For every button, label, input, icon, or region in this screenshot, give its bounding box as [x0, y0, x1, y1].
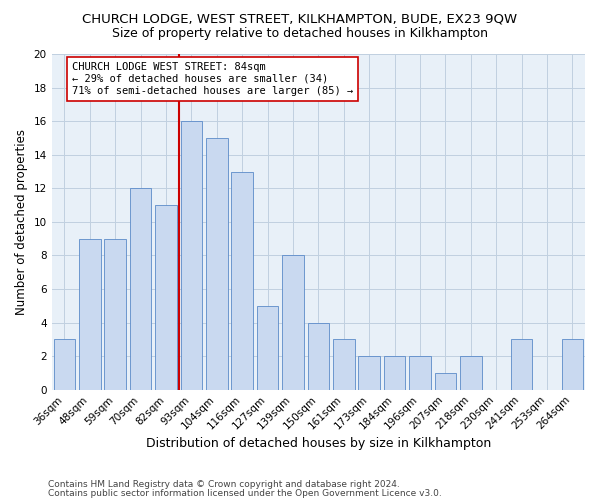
Bar: [333, 340, 355, 390]
Bar: [282, 256, 304, 390]
Text: Contains public sector information licensed under the Open Government Licence v3: Contains public sector information licen…: [48, 488, 442, 498]
Bar: [358, 356, 380, 390]
Bar: [257, 306, 278, 390]
Text: CHURCH LODGE, WEST STREET, KILKHAMPTON, BUDE, EX23 9QW: CHURCH LODGE, WEST STREET, KILKHAMPTON, …: [82, 12, 518, 26]
Text: Size of property relative to detached houses in Kilkhampton: Size of property relative to detached ho…: [112, 28, 488, 40]
Bar: [130, 188, 151, 390]
Bar: [155, 205, 177, 390]
Bar: [232, 172, 253, 390]
Bar: [511, 340, 532, 390]
Bar: [384, 356, 406, 390]
Bar: [409, 356, 431, 390]
Y-axis label: Number of detached properties: Number of detached properties: [15, 129, 28, 315]
Bar: [206, 138, 227, 390]
Bar: [53, 340, 75, 390]
Bar: [181, 121, 202, 390]
Bar: [460, 356, 482, 390]
Bar: [79, 238, 101, 390]
Bar: [104, 238, 126, 390]
X-axis label: Distribution of detached houses by size in Kilkhampton: Distribution of detached houses by size …: [146, 437, 491, 450]
Text: CHURCH LODGE WEST STREET: 84sqm
← 29% of detached houses are smaller (34)
71% of: CHURCH LODGE WEST STREET: 84sqm ← 29% of…: [72, 62, 353, 96]
Bar: [562, 340, 583, 390]
Bar: [308, 322, 329, 390]
Text: Contains HM Land Registry data © Crown copyright and database right 2024.: Contains HM Land Registry data © Crown c…: [48, 480, 400, 489]
Bar: [434, 373, 456, 390]
